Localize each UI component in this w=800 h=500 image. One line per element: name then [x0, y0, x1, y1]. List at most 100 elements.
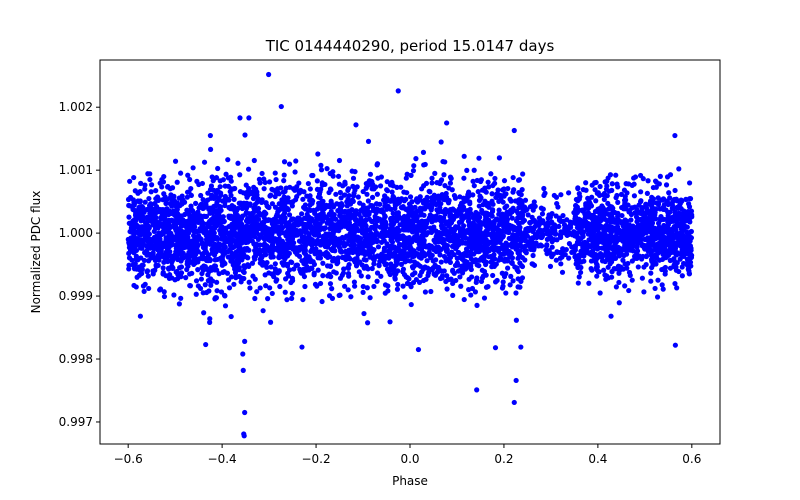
data-point [616, 300, 622, 306]
data-point [278, 185, 284, 191]
data-point [364, 191, 370, 197]
data-point [491, 247, 497, 253]
data-point [401, 198, 407, 204]
data-point [263, 252, 269, 258]
data-point [662, 255, 669, 261]
data-point [350, 183, 356, 189]
data-point [238, 214, 244, 221]
data-point [667, 172, 674, 178]
data-point [383, 221, 389, 227]
data-point [421, 162, 427, 168]
data-point [245, 225, 251, 231]
data-point [377, 183, 384, 189]
data-point [609, 274, 615, 280]
data-point [654, 294, 661, 300]
data-point [454, 224, 460, 231]
data-point [368, 224, 375, 230]
data-point [268, 229, 274, 235]
data-point [175, 240, 181, 246]
data-point [184, 219, 190, 225]
data-point [511, 127, 517, 134]
data-point [503, 191, 509, 197]
x-tick-label: −0.6 [114, 452, 143, 466]
data-point [238, 279, 244, 285]
data-point [205, 224, 211, 230]
data-point [603, 276, 609, 282]
data-point [162, 214, 168, 220]
data-point [481, 295, 488, 301]
data-point [286, 250, 292, 257]
data-point [226, 254, 232, 260]
data-point [422, 197, 428, 203]
data-point [386, 233, 392, 239]
data-point [429, 175, 435, 181]
data-point [516, 196, 523, 203]
data-point [285, 224, 291, 230]
data-point [438, 139, 444, 145]
data-point [241, 269, 247, 276]
data-point [291, 266, 297, 272]
data-point [402, 294, 408, 300]
data-point [246, 185, 252, 192]
data-point [476, 197, 483, 203]
data-point [400, 204, 406, 210]
data-point [302, 283, 308, 290]
data-point [631, 181, 637, 187]
data-point [185, 258, 191, 265]
data-point [370, 239, 376, 245]
data-point [263, 200, 269, 206]
data-point [197, 235, 203, 241]
data-point [516, 177, 523, 183]
data-point [479, 275, 486, 281]
data-point [207, 210, 213, 216]
data-point [183, 239, 190, 245]
data-point [633, 210, 639, 216]
data-point [233, 249, 239, 255]
data-point [652, 285, 658, 292]
data-point [500, 199, 506, 205]
y-tick-label: 1.002 [59, 100, 93, 114]
data-point [389, 189, 395, 195]
data-point [641, 289, 647, 295]
data-point [283, 233, 289, 239]
data-point [544, 251, 550, 257]
data-point [447, 180, 453, 186]
data-point [628, 217, 634, 223]
data-point [454, 233, 461, 239]
data-point [643, 261, 649, 268]
data-point [375, 253, 381, 259]
data-point [491, 233, 498, 239]
data-point [334, 261, 340, 267]
data-point [293, 186, 299, 193]
data-point [441, 229, 447, 235]
data-point [213, 218, 220, 224]
data-point [433, 247, 439, 253]
data-point [575, 280, 581, 286]
data-point [679, 264, 685, 270]
data-point [303, 267, 309, 273]
data-point [575, 185, 581, 192]
data-point [259, 170, 265, 177]
data-point [502, 205, 508, 211]
data-point [265, 296, 271, 302]
data-point [351, 279, 357, 285]
data-point [301, 236, 307, 242]
data-point [532, 231, 539, 238]
data-point [304, 263, 310, 270]
data-point [352, 210, 358, 216]
data-point [649, 264, 655, 271]
data-point [609, 269, 615, 275]
data-point [645, 178, 651, 184]
data-point [178, 248, 184, 255]
data-point [261, 241, 268, 247]
data-point [512, 198, 519, 204]
data-point [348, 242, 354, 249]
data-point [366, 209, 372, 215]
data-point [215, 165, 221, 172]
data-point [202, 282, 208, 288]
data-point [261, 209, 268, 215]
data-point [382, 262, 388, 268]
data-point [433, 257, 439, 263]
data-point [329, 286, 335, 292]
data-point [187, 219, 193, 225]
